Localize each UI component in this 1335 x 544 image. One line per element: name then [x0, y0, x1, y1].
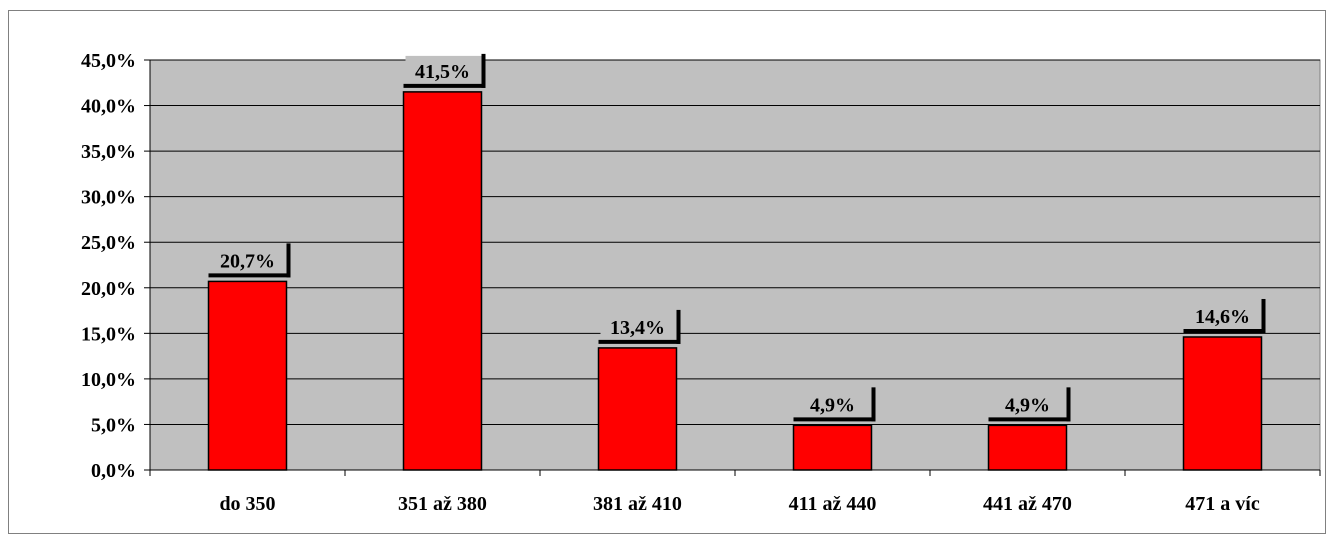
- x-tick-label: 441 až 470: [983, 493, 1072, 515]
- bar: [402, 91, 483, 471]
- x-tick-label: 471 a víc: [1185, 493, 1260, 515]
- data-label-box: [795, 389, 874, 420]
- bar: [792, 424, 873, 471]
- x-tick-label: 411 až 440: [789, 493, 877, 515]
- y-tick-label: 25,0%: [81, 232, 136, 254]
- x-tick-label: 351 až 380: [398, 493, 487, 515]
- y-tick-label: 35,0%: [81, 141, 136, 163]
- data-label: 4,9%: [810, 394, 855, 416]
- data-label-box: [600, 311, 679, 342]
- bar: [987, 424, 1068, 471]
- data-label: 41,5%: [415, 61, 470, 83]
- data-label: 4,9%: [1005, 394, 1050, 416]
- y-tick-label: 45,0%: [81, 50, 136, 72]
- data-label-box: [990, 389, 1069, 420]
- x-tick-label: 381 až 410: [593, 493, 682, 515]
- x-tick-label: do 350: [219, 493, 275, 515]
- bar: [597, 347, 678, 471]
- data-label-box: [210, 245, 289, 276]
- y-tick-label: 0,0%: [91, 460, 136, 482]
- y-tick-label: 40,0%: [81, 96, 136, 118]
- y-tick-label: 10,0%: [81, 369, 136, 391]
- plot-area: [149, 59, 1321, 471]
- data-label: 20,7%: [220, 250, 275, 272]
- data-label: 14,6%: [1195, 306, 1250, 328]
- data-label-box: [405, 55, 484, 86]
- data-label-box: [1185, 300, 1264, 331]
- data-label: 13,4%: [610, 317, 665, 339]
- bar: [207, 280, 288, 471]
- y-tick-label: 15,0%: [81, 323, 136, 345]
- y-tick-label: 20,0%: [81, 278, 136, 300]
- y-tick-label: 5,0%: [91, 414, 136, 436]
- bar: [1182, 336, 1263, 471]
- y-tick-label: 30,0%: [81, 187, 136, 209]
